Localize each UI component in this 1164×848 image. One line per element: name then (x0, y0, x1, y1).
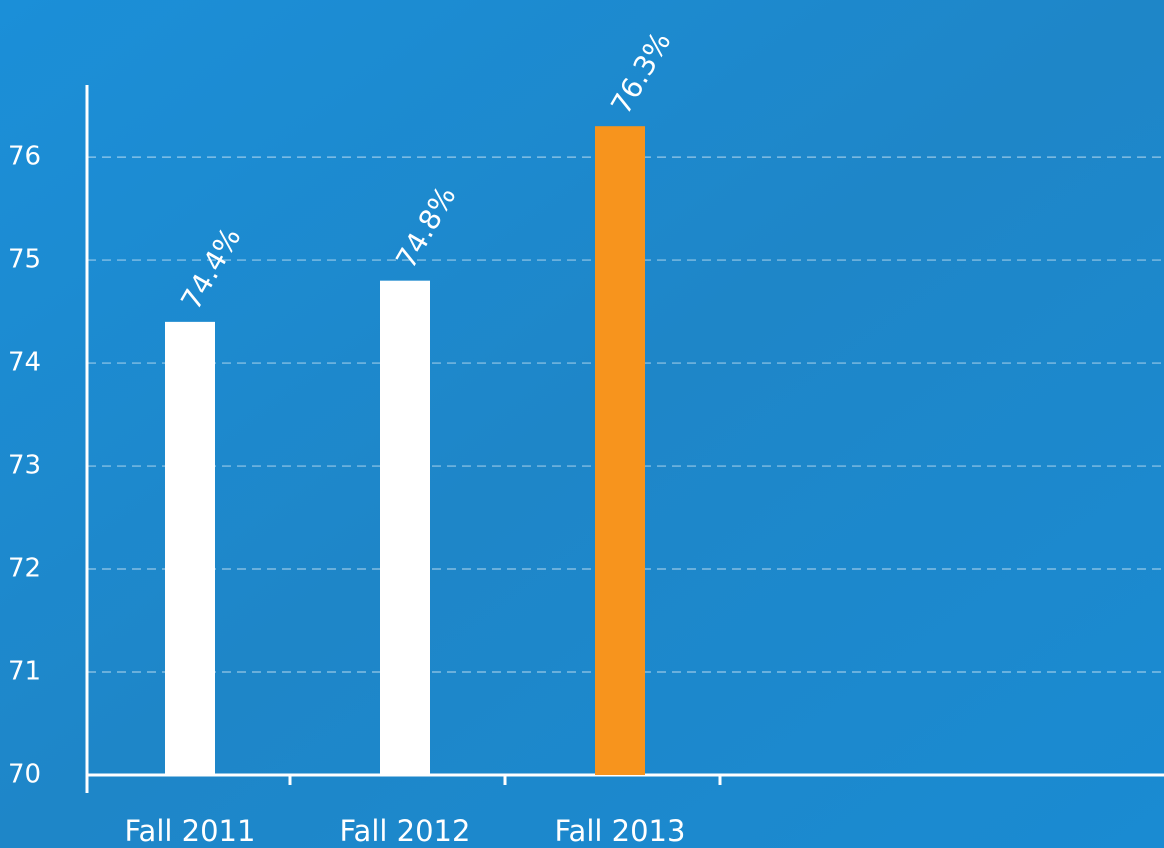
y-tick-label: 71 (8, 657, 41, 687)
y-tick-label: 72 (8, 554, 41, 584)
y-tick-label: 70 (8, 760, 41, 790)
x-tick-label: Fall 2011 (125, 814, 256, 848)
bar (380, 281, 430, 775)
x-tick-label: Fall 2013 (555, 814, 686, 848)
bar (165, 322, 215, 775)
bar (595, 126, 645, 775)
x-tick-label: Fall 2012 (340, 814, 471, 848)
chart: 70717273747576Fall 201174.4%Fall 201274.… (0, 0, 1164, 848)
y-tick-label: 73 (8, 451, 41, 481)
y-tick-label: 75 (8, 245, 41, 275)
y-tick-label: 76 (8, 142, 41, 172)
y-tick-label: 74 (8, 348, 41, 378)
